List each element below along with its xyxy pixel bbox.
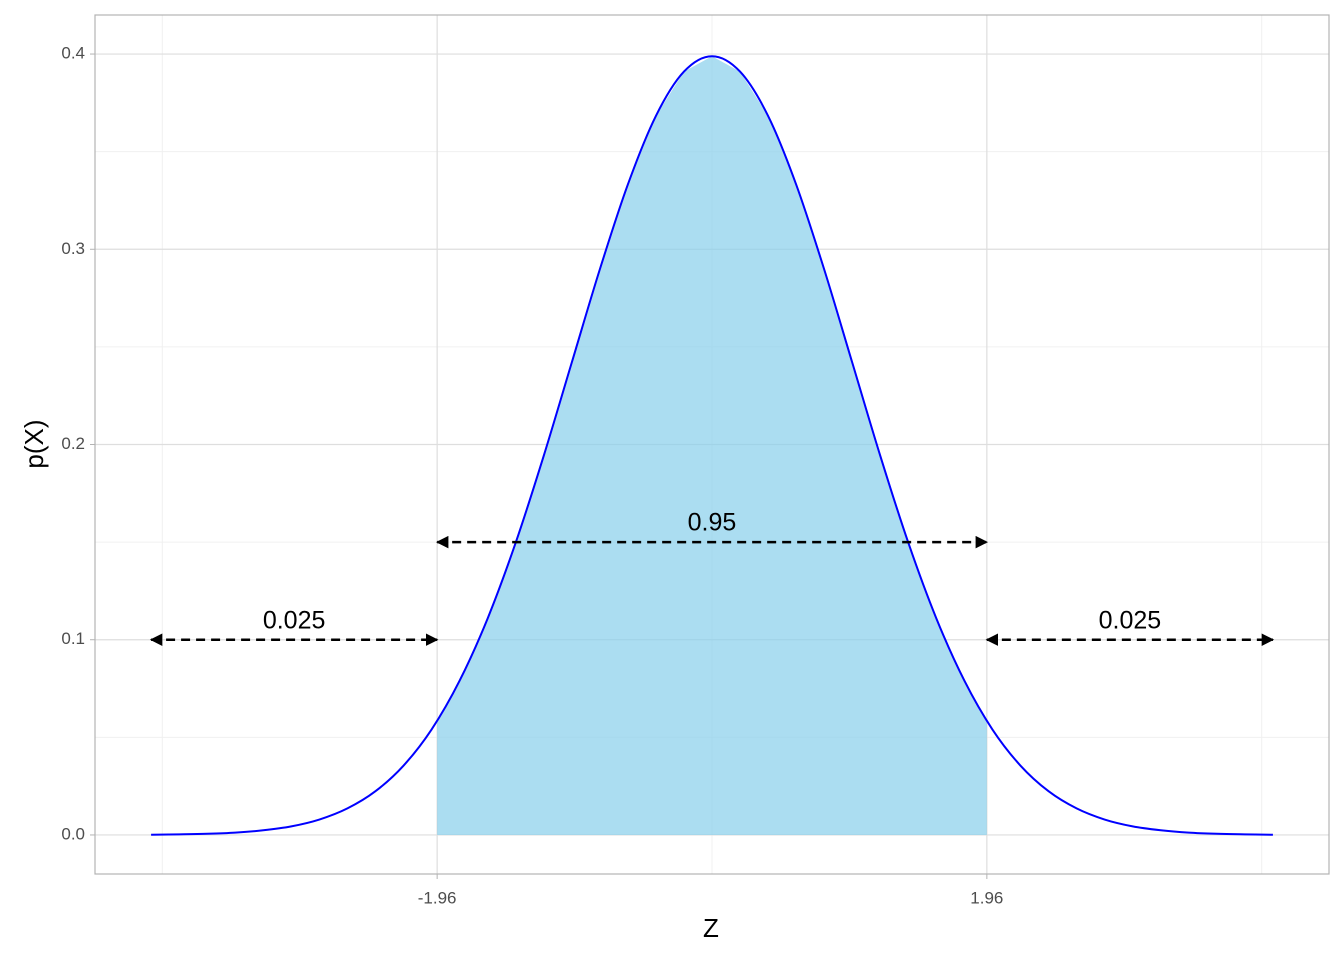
y-tick-label: 0.1 [61, 629, 85, 648]
x-tick-label: -1.96 [418, 888, 457, 907]
annotation-label: 0.025 [263, 606, 326, 634]
panel-border [94, 14, 1330, 875]
y-tick-label: 0.2 [61, 434, 85, 453]
y-axis-title: p(X) [19, 419, 49, 468]
density-curve [151, 55, 1273, 836]
y-tick-label: 0.0 [61, 824, 85, 843]
annotation-label: 0.95 [688, 509, 737, 537]
x-axis-title: Z [703, 913, 719, 943]
shaded-area [437, 56, 987, 835]
x-tick-label: 1.96 [970, 888, 1003, 907]
y-tick-label: 0.4 [61, 44, 85, 63]
y-tick-label: 0.3 [61, 239, 85, 258]
annotation-label: 0.025 [1099, 606, 1162, 634]
